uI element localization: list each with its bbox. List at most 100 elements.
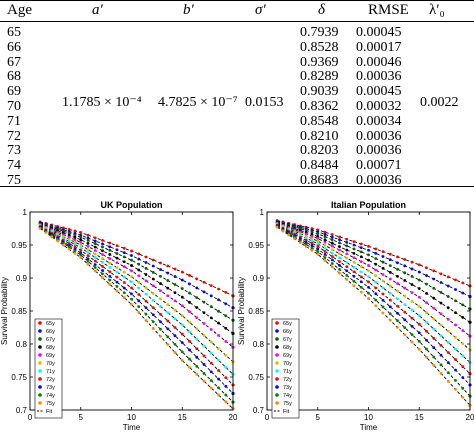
data-point-66y bbox=[209, 294, 213, 298]
data-point-75y bbox=[461, 395, 465, 399]
data-point-71y bbox=[461, 354, 465, 358]
data-point-72y bbox=[151, 306, 155, 310]
chart-title: UK Population bbox=[101, 200, 163, 210]
data-point-66y bbox=[403, 264, 407, 268]
data-point-66y bbox=[195, 286, 199, 290]
data-point-67y bbox=[224, 314, 228, 318]
data-point-66y bbox=[130, 254, 133, 257]
table-row-age-7: 72 bbox=[7, 128, 21, 144]
data-point-70y bbox=[338, 252, 341, 256]
data-point-65y bbox=[388, 252, 392, 256]
table-row-age-5: 70 bbox=[7, 99, 21, 114]
data-point-70y bbox=[425, 311, 428, 315]
data-point-66y bbox=[374, 251, 378, 255]
data-point-69y bbox=[345, 252, 349, 256]
legend-marker bbox=[275, 337, 279, 341]
data-point-69y bbox=[367, 264, 370, 267]
data-point-73y bbox=[173, 334, 177, 338]
data-point-66y bbox=[93, 239, 97, 243]
data-point-69y bbox=[130, 269, 133, 273]
data-point-75y bbox=[425, 355, 428, 359]
data-point-66y bbox=[345, 240, 349, 244]
data-point-74y bbox=[115, 285, 119, 288]
legend-marker bbox=[275, 329, 279, 333]
legend-label: 65y bbox=[283, 321, 292, 327]
data-point-73y bbox=[209, 370, 213, 374]
data-point-68y bbox=[374, 262, 378, 266]
data-point-73y bbox=[195, 355, 199, 359]
legend-label: 75y bbox=[46, 401, 55, 407]
table-row-age-2: 67 bbox=[7, 54, 21, 70]
data-point-70y bbox=[93, 252, 97, 256]
data-point-72y bbox=[454, 358, 457, 361]
data-point-73y bbox=[381, 298, 385, 302]
data-point-73y bbox=[446, 361, 450, 364]
legend-marker bbox=[275, 393, 279, 397]
data-point-74y bbox=[454, 379, 457, 382]
data-point-69y bbox=[432, 306, 436, 310]
data-point-74y bbox=[188, 357, 191, 361]
data-point-70y bbox=[304, 234, 308, 238]
data-point-71y bbox=[79, 246, 83, 250]
data-point-68y bbox=[381, 266, 385, 270]
table-row-delta-1: 0.8528 bbox=[300, 39, 339, 55]
legend-marker bbox=[275, 361, 279, 365]
data-point-75y bbox=[323, 259, 327, 262]
y-tick-label: 0.85 bbox=[11, 307, 27, 316]
data-point-68y bbox=[367, 258, 370, 262]
data-point-70y bbox=[352, 260, 356, 264]
data-point-74y bbox=[359, 285, 363, 289]
data-point-71y bbox=[432, 327, 436, 331]
data-point-65y bbox=[446, 275, 450, 279]
fit-line-70y bbox=[39, 224, 234, 363]
data-point-69y bbox=[188, 310, 191, 314]
data-point-72y bbox=[432, 336, 436, 340]
data-point-74y bbox=[73, 249, 77, 253]
data-point-73y bbox=[417, 331, 421, 335]
parameter-table: Age a′ b′ σ′ δ RMSE λ′₀ 65 0.7939 0.00045 6… bbox=[0, 0, 474, 192]
legend-label: 74y bbox=[46, 393, 55, 399]
data-point-66y bbox=[188, 282, 191, 286]
data-point-74y bbox=[432, 355, 436, 359]
data-point-75y bbox=[50, 235, 54, 239]
data-point-69y bbox=[202, 322, 206, 325]
data-point-74y bbox=[195, 364, 199, 368]
data-point-75y bbox=[93, 269, 97, 273]
data-point-72y bbox=[461, 365, 465, 369]
data-point-67y bbox=[316, 232, 320, 236]
data-point-67y bbox=[195, 296, 199, 300]
data-point-66y bbox=[367, 248, 370, 252]
data-point-70y bbox=[310, 237, 314, 240]
table-row-age-4: 69 bbox=[7, 84, 21, 100]
data-point-73y bbox=[310, 244, 314, 248]
data-point-73y bbox=[151, 313, 155, 317]
data-point-65y bbox=[410, 260, 414, 264]
data-point-70y bbox=[316, 239, 320, 243]
data-point-75y bbox=[310, 248, 314, 252]
table-row-rmse-7: 0.00036 bbox=[356, 128, 402, 144]
data-point-75y bbox=[275, 225, 279, 229]
data-point-75y bbox=[67, 247, 71, 251]
data-point-75y bbox=[73, 251, 77, 255]
data-point-70y bbox=[188, 320, 191, 324]
data-point-72y bbox=[352, 270, 356, 274]
data-point-65y bbox=[159, 261, 162, 265]
data-point-66y bbox=[115, 248, 119, 252]
data-point-66y bbox=[381, 255, 385, 258]
data-point-65y bbox=[86, 233, 90, 237]
data-point-73y bbox=[144, 306, 148, 310]
y-tick-label: 0.85 bbox=[248, 307, 264, 316]
data-point-67y bbox=[304, 228, 308, 232]
data-point-74y bbox=[173, 342, 177, 346]
data-point-70y bbox=[130, 275, 133, 279]
data-point-70y bbox=[432, 317, 436, 321]
data-point-68y bbox=[217, 321, 220, 325]
data-point-75y bbox=[410, 340, 414, 344]
data-point-67y bbox=[79, 235, 83, 239]
legend-marker bbox=[275, 345, 279, 349]
data-point-72y bbox=[330, 255, 334, 258]
data-point-70y bbox=[403, 294, 407, 298]
data-point-67y bbox=[93, 242, 97, 246]
data-point-68y bbox=[323, 238, 327, 242]
data-point-75y bbox=[217, 393, 220, 397]
